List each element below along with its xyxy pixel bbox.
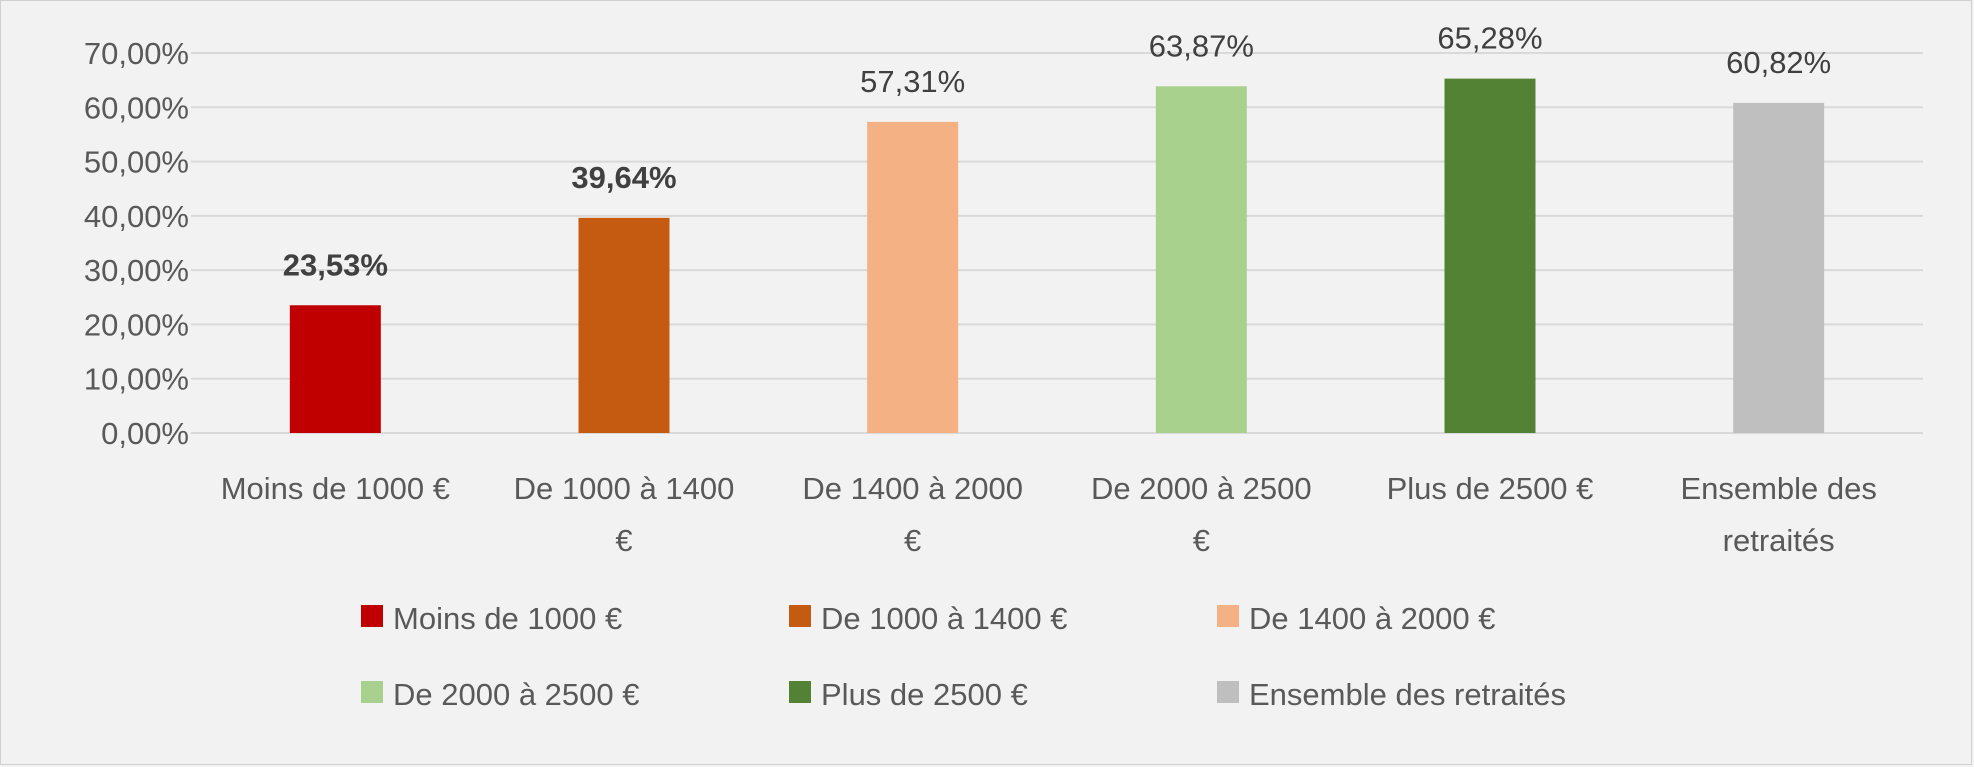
data-label: 60,82% xyxy=(1726,45,1831,80)
legend-label: De 2000 à 2500 € xyxy=(393,677,640,712)
bar xyxy=(1733,102,1825,433)
bar xyxy=(289,305,381,433)
y-tick-label: 70,00% xyxy=(84,36,189,71)
y-tick-label: 30,00% xyxy=(84,253,189,288)
data-label: 63,87% xyxy=(1149,28,1254,63)
x-category-label: De 1400 à 2000 xyxy=(802,471,1023,506)
y-tick-label: 0,00% xyxy=(101,416,189,451)
x-category-label: De 2000 à 2500 xyxy=(1091,471,1312,506)
legend-label: Ensemble des retraités xyxy=(1249,677,1566,712)
bars xyxy=(289,78,1825,433)
y-tick-label: 60,00% xyxy=(84,90,189,125)
legend-label: Plus de 2500 € xyxy=(821,677,1028,712)
data-label: 23,53% xyxy=(283,247,388,282)
y-axis-ticks: 0,00% 10,00% 20,00% 30,00% 40,00% 50,00% 60,00… xyxy=(84,36,189,451)
bar xyxy=(1444,78,1536,433)
x-category-label: De 1000 à 1400 xyxy=(514,471,735,506)
gridlines xyxy=(191,52,1923,434)
legend-swatch xyxy=(789,605,811,627)
x-category-label: retraités xyxy=(1723,523,1835,558)
x-category-label: € xyxy=(904,523,921,558)
bar xyxy=(867,121,959,433)
x-axis-categories: Moins de 1000 € De 1000 à 1400 € De 1400 à … xyxy=(221,471,1877,558)
data-label: 65,28% xyxy=(1437,21,1542,56)
legend-swatch xyxy=(361,605,383,627)
legend-swatch xyxy=(789,681,811,703)
y-tick-label: 20,00% xyxy=(84,307,189,342)
bar xyxy=(578,217,670,433)
legend: Moins de 1000 € De 1000 à 1400 € De 1400 à… xyxy=(361,601,1566,712)
legend-swatch xyxy=(1217,605,1239,627)
x-category-label: Moins de 1000 € xyxy=(221,471,450,506)
data-label: 57,31% xyxy=(860,64,965,99)
x-category-label: Ensemble des xyxy=(1680,471,1876,506)
x-category-label: € xyxy=(1193,523,1210,558)
legend-label: De 1400 à 2000 € xyxy=(1249,601,1496,636)
y-tick-label: 10,00% xyxy=(84,362,189,397)
data-labels: 23,53% 39,64% 57,31% 63,87% 65,28% 60,82% xyxy=(283,21,1831,283)
data-label: 39,64% xyxy=(571,160,676,195)
legend-label: De 1000 à 1400 € xyxy=(821,601,1068,636)
bar xyxy=(1155,86,1247,433)
x-category-label: Plus de 2500 € xyxy=(1387,471,1594,506)
legend-swatch xyxy=(361,681,383,703)
x-category-label: € xyxy=(615,523,632,558)
y-tick-label: 40,00% xyxy=(84,199,189,234)
legend-swatch xyxy=(1217,681,1239,703)
y-tick-label: 50,00% xyxy=(84,145,189,180)
legend-label: Moins de 1000 € xyxy=(393,601,622,636)
